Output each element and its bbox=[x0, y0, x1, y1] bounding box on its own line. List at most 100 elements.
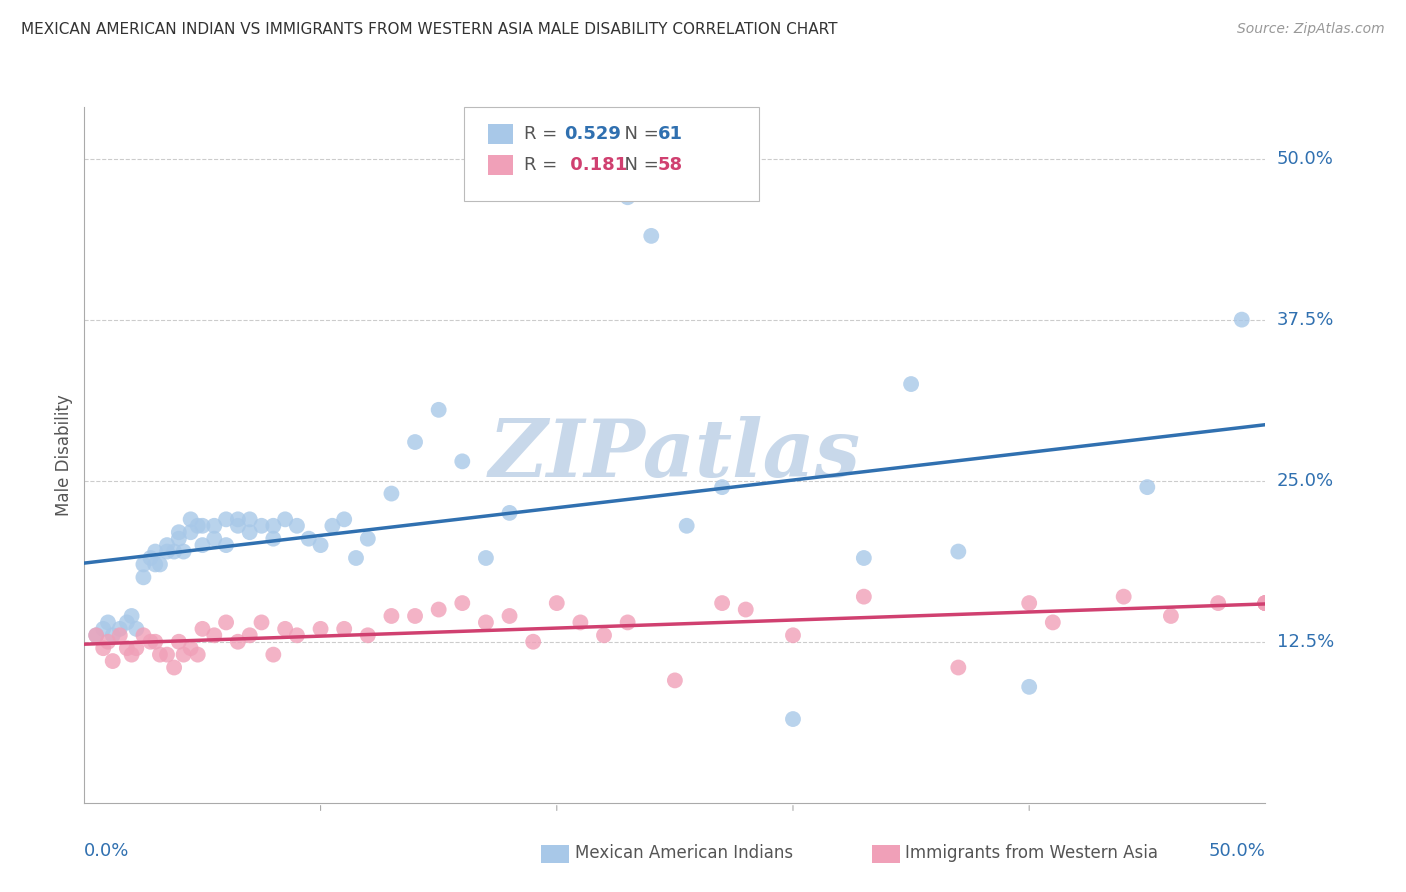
Point bbox=[226, 634, 249, 648]
Point bbox=[180, 641, 202, 656]
Point bbox=[451, 454, 474, 468]
Point bbox=[215, 615, 238, 630]
Point bbox=[1254, 596, 1277, 610]
Point bbox=[250, 615, 273, 630]
Point bbox=[163, 660, 186, 674]
Text: 12.5%: 12.5% bbox=[1277, 632, 1334, 651]
Point bbox=[143, 634, 166, 648]
Point bbox=[202, 628, 225, 642]
Point bbox=[309, 538, 332, 552]
Point bbox=[1254, 596, 1277, 610]
Point bbox=[180, 525, 202, 540]
Point bbox=[427, 402, 450, 417]
Text: 50.0%: 50.0% bbox=[1277, 150, 1333, 168]
Text: 61: 61 bbox=[658, 125, 683, 143]
Point bbox=[1254, 596, 1277, 610]
Point bbox=[1136, 480, 1159, 494]
Point bbox=[333, 622, 356, 636]
Text: R =: R = bbox=[524, 156, 564, 174]
Point bbox=[226, 518, 249, 533]
Text: 37.5%: 37.5% bbox=[1277, 310, 1334, 328]
Point bbox=[1206, 596, 1229, 610]
Text: 0.181: 0.181 bbox=[564, 156, 627, 174]
Point bbox=[167, 532, 190, 546]
Point bbox=[239, 628, 262, 642]
Point bbox=[1230, 312, 1253, 326]
Point bbox=[108, 628, 131, 642]
Point bbox=[215, 512, 238, 526]
Text: MEXICAN AMERICAN INDIAN VS IMMIGRANTS FROM WESTERN ASIA MALE DISABILITY CORRELAT: MEXICAN AMERICAN INDIAN VS IMMIGRANTS FR… bbox=[21, 22, 838, 37]
Point bbox=[1042, 615, 1064, 630]
Point bbox=[498, 609, 520, 624]
Point bbox=[139, 634, 162, 648]
Point bbox=[115, 615, 138, 630]
Point bbox=[664, 673, 686, 688]
Point bbox=[569, 615, 592, 630]
Point bbox=[187, 518, 209, 533]
Point bbox=[711, 596, 734, 610]
Point bbox=[121, 648, 143, 662]
Point bbox=[149, 648, 172, 662]
Point bbox=[180, 512, 202, 526]
Text: ZIPatlas: ZIPatlas bbox=[489, 417, 860, 493]
Point bbox=[167, 525, 190, 540]
Point bbox=[163, 544, 186, 558]
Text: Immigrants from Western Asia: Immigrants from Western Asia bbox=[905, 844, 1159, 862]
Point bbox=[427, 602, 450, 616]
Point bbox=[711, 480, 734, 494]
Point bbox=[380, 609, 402, 624]
Text: 0.529: 0.529 bbox=[564, 125, 620, 143]
Point bbox=[948, 544, 970, 558]
Point bbox=[1112, 590, 1135, 604]
Point bbox=[1018, 596, 1040, 610]
Point bbox=[191, 622, 214, 636]
Point bbox=[91, 641, 114, 656]
Point bbox=[475, 615, 498, 630]
Text: 0.0%: 0.0% bbox=[84, 842, 129, 860]
Point bbox=[782, 628, 804, 642]
Point bbox=[498, 506, 520, 520]
Point bbox=[309, 622, 332, 636]
Point bbox=[1254, 596, 1277, 610]
Point bbox=[97, 615, 120, 630]
Point bbox=[250, 518, 273, 533]
Point bbox=[274, 622, 297, 636]
Point bbox=[173, 544, 195, 558]
Point bbox=[734, 602, 756, 616]
Point bbox=[298, 532, 321, 546]
Point bbox=[262, 518, 284, 533]
Point bbox=[344, 551, 367, 566]
Text: 25.0%: 25.0% bbox=[1277, 472, 1334, 490]
Point bbox=[202, 518, 225, 533]
Point bbox=[948, 660, 970, 674]
Text: Mexican American Indians: Mexican American Indians bbox=[575, 844, 793, 862]
Point bbox=[132, 570, 155, 584]
Point bbox=[782, 712, 804, 726]
Text: Source: ZipAtlas.com: Source: ZipAtlas.com bbox=[1237, 22, 1385, 37]
Point bbox=[900, 377, 922, 392]
Point bbox=[132, 628, 155, 642]
Point bbox=[475, 551, 498, 566]
Point bbox=[173, 648, 195, 662]
Point bbox=[616, 615, 638, 630]
Point bbox=[187, 648, 209, 662]
Point bbox=[274, 512, 297, 526]
Point bbox=[404, 609, 426, 624]
Point bbox=[84, 628, 107, 642]
Point bbox=[115, 641, 138, 656]
Point bbox=[149, 558, 172, 572]
Point bbox=[404, 435, 426, 450]
Point bbox=[451, 596, 474, 610]
Point bbox=[139, 551, 162, 566]
Point bbox=[357, 628, 380, 642]
Point bbox=[262, 648, 284, 662]
Point bbox=[522, 634, 544, 648]
Point bbox=[1160, 609, 1182, 624]
Point bbox=[97, 634, 120, 648]
Point bbox=[191, 518, 214, 533]
Point bbox=[262, 532, 284, 546]
Text: N =: N = bbox=[613, 125, 665, 143]
Point bbox=[852, 551, 875, 566]
Point bbox=[1254, 596, 1277, 610]
Text: R =: R = bbox=[524, 125, 564, 143]
